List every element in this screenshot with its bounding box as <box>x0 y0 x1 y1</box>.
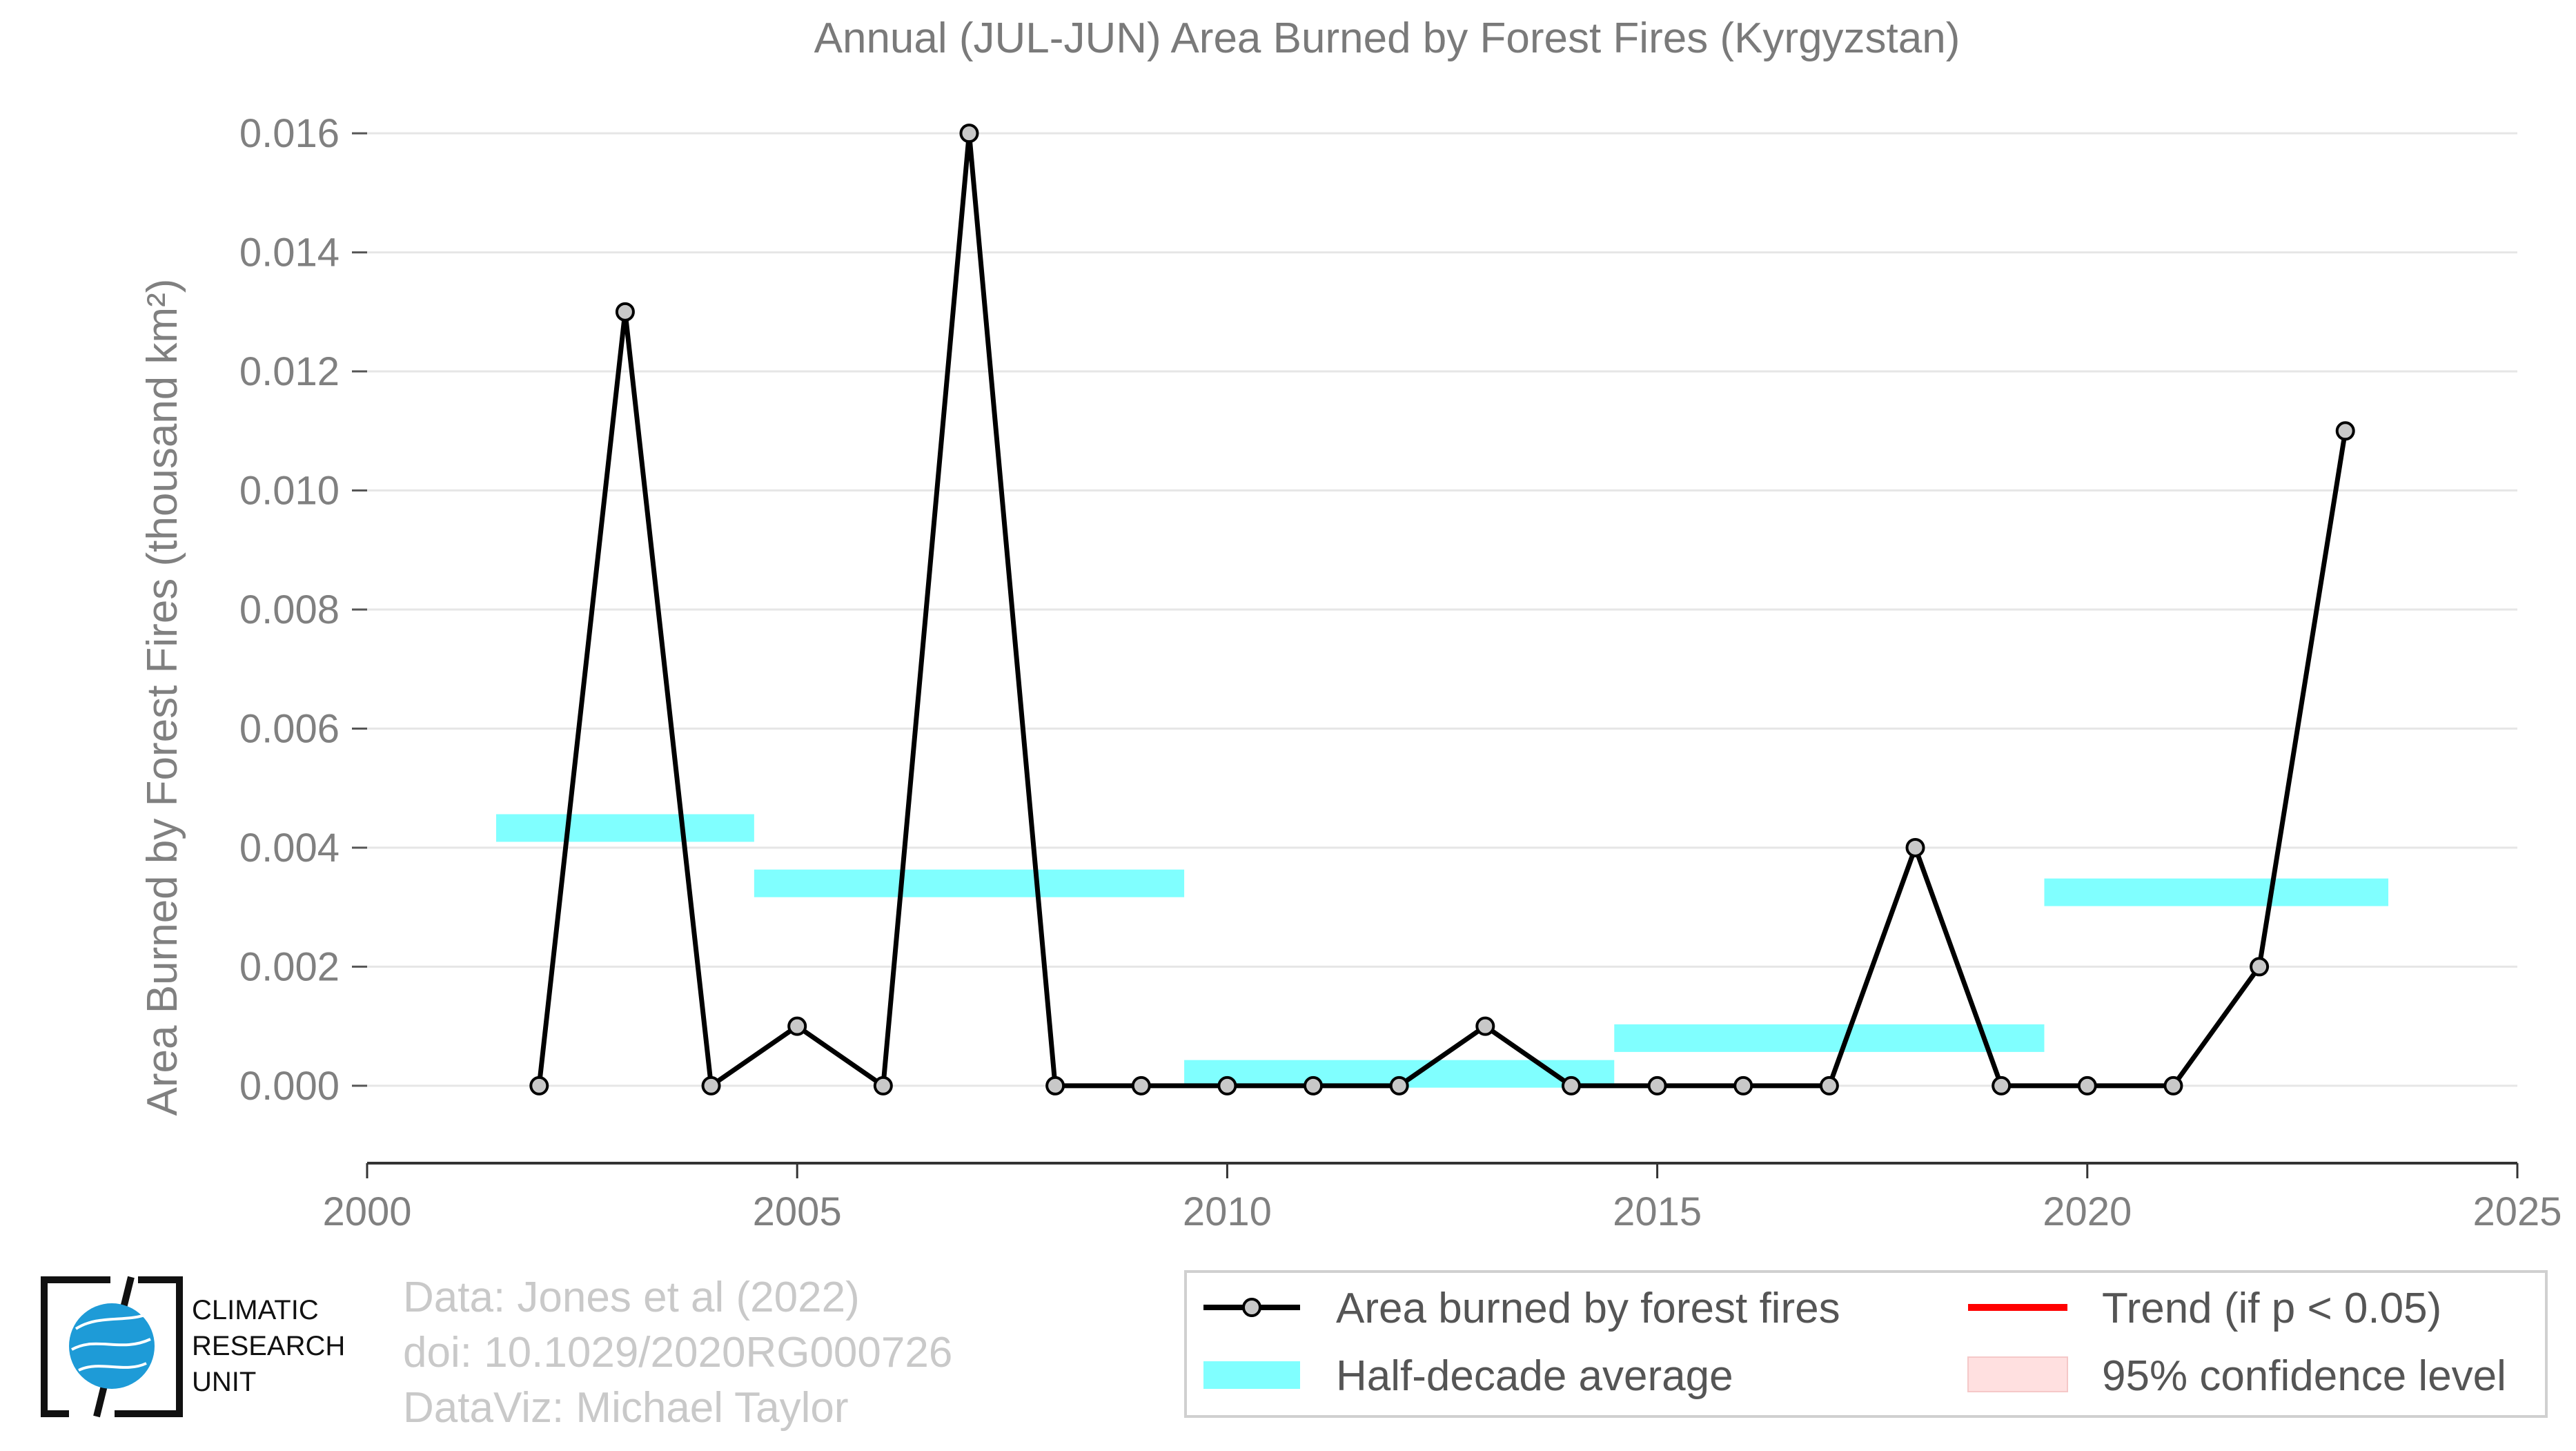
data-point-2003 <box>615 302 635 322</box>
x-tick-label-0: 2000 <box>322 1189 411 1234</box>
half-decade-band-3 <box>1614 1024 2045 1052</box>
credit-doi: doi: 10.1029/2020RG000726 <box>403 1329 953 1376</box>
x-tick-label-4: 2020 <box>2043 1189 2132 1234</box>
data-point-2021 <box>2163 1075 2183 1095</box>
data-point-2006 <box>873 1075 893 1095</box>
data-point-2015 <box>1647 1075 1667 1095</box>
globe-swirl-2 <box>71 1338 151 1351</box>
credit-data: Data: Jones et al (2022) <box>403 1274 860 1321</box>
legend: Area burned by forest fires Half-decade … <box>1184 1270 2548 1418</box>
y-tick-label-0: 0.000 <box>239 1064 340 1109</box>
cru-logo <box>41 1276 183 1418</box>
data-point-2009 <box>1131 1075 1151 1095</box>
x-axis: 2000 2005 2010 2015 2020 2025 <box>322 1162 2562 1234</box>
legend-label-half-decade: Half-decade average <box>1336 1352 1733 1400</box>
cru-line-2: RESEARCH <box>192 1331 346 1361</box>
legend-frame <box>1184 1270 2548 1418</box>
legend-label-confidence: 95% confidence level <box>2102 1352 2506 1400</box>
legend-label-trend: Trend (if p < 0.05) <box>2102 1285 2441 1332</box>
series-line-group <box>536 130 2348 1089</box>
data-point-2007 <box>959 124 979 144</box>
half-decade-band-1 <box>754 869 1185 897</box>
half-decade-band-4 <box>2044 878 2389 906</box>
data-point-2014 <box>1561 1075 1581 1095</box>
y-axis-label: Area Burned by Forest Fires (thousand km… <box>139 279 186 1116</box>
cru-line-1: CLIMATIC <box>192 1295 319 1325</box>
half-decade-average-bands <box>495 814 2389 1088</box>
data-point-2020 <box>2077 1075 2097 1095</box>
data-point-2010 <box>1217 1075 1237 1095</box>
legend-swatch-confidence <box>1967 1356 2068 1392</box>
logo-bracket-left <box>41 1276 110 1417</box>
logo-bracket-right <box>115 1276 183 1417</box>
globe-swirl-1 <box>75 1314 146 1330</box>
y-tick-label-4: 0.008 <box>239 587 340 632</box>
cru-logo-text: CLIMATIC RESEARCH UNIT <box>192 1292 345 1400</box>
gridlines <box>367 132 2517 1087</box>
data-point-2011 <box>1304 1075 1324 1095</box>
data-point-2013 <box>1475 1016 1495 1036</box>
x-tick-label-1: 2005 <box>753 1189 842 1234</box>
y-tick-label-8: 0.016 <box>239 111 340 156</box>
y-tick-label-5: 0.010 <box>239 469 340 514</box>
cru-line-3: UNIT <box>192 1367 257 1397</box>
globe-swirl-3 <box>78 1362 147 1372</box>
y-tick-label-1: 0.002 <box>239 944 340 989</box>
data-point-2017 <box>1819 1075 1839 1095</box>
data-point-2019 <box>1992 1075 2012 1095</box>
y-tick-label-7: 0.014 <box>239 231 340 275</box>
x-tick-label-3: 2015 <box>1613 1189 1702 1234</box>
data-point-2016 <box>1733 1075 1753 1095</box>
data-point-2004 <box>701 1075 721 1095</box>
y-axis-ticks: 0.000 0.002 0.004 0.006 0.008 0.010 0.012 0.014… <box>239 111 367 1109</box>
credit-dataviz: DataViz: Michael Taylor <box>403 1384 849 1432</box>
legend-label-area-burned: Area burned by forest fires <box>1336 1285 1840 1332</box>
data-point-2005 <box>787 1016 807 1036</box>
half-decade-band-0 <box>495 814 754 842</box>
data-point-2002 <box>529 1075 549 1095</box>
x-tick-label-5: 2025 <box>2472 1189 2562 1234</box>
data-point-2012 <box>1389 1075 1409 1095</box>
data-point-2008 <box>1045 1075 1065 1095</box>
y-tick-label-3: 0.006 <box>239 706 340 751</box>
series-line <box>536 130 2348 1089</box>
data-point-2018 <box>1905 837 1925 857</box>
chart-title: Annual (JUL-JUN) Area Burned by Forest F… <box>814 14 1960 62</box>
legend-swatch-band <box>1203 1361 1300 1389</box>
credits: Data: Jones et al (2022) doi: 10.1029/20… <box>403 1270 952 1436</box>
y-tick-label-6: 0.012 <box>239 349 340 394</box>
legend-swatch-marker <box>1242 1298 1261 1317</box>
data-point-2023 <box>2335 421 2355 441</box>
x-tick-label-2: 2010 <box>1183 1189 1272 1234</box>
y-tick-label-2: 0.004 <box>239 826 340 870</box>
series-points-group <box>529 124 2355 1095</box>
data-point-2022 <box>2250 957 2270 977</box>
